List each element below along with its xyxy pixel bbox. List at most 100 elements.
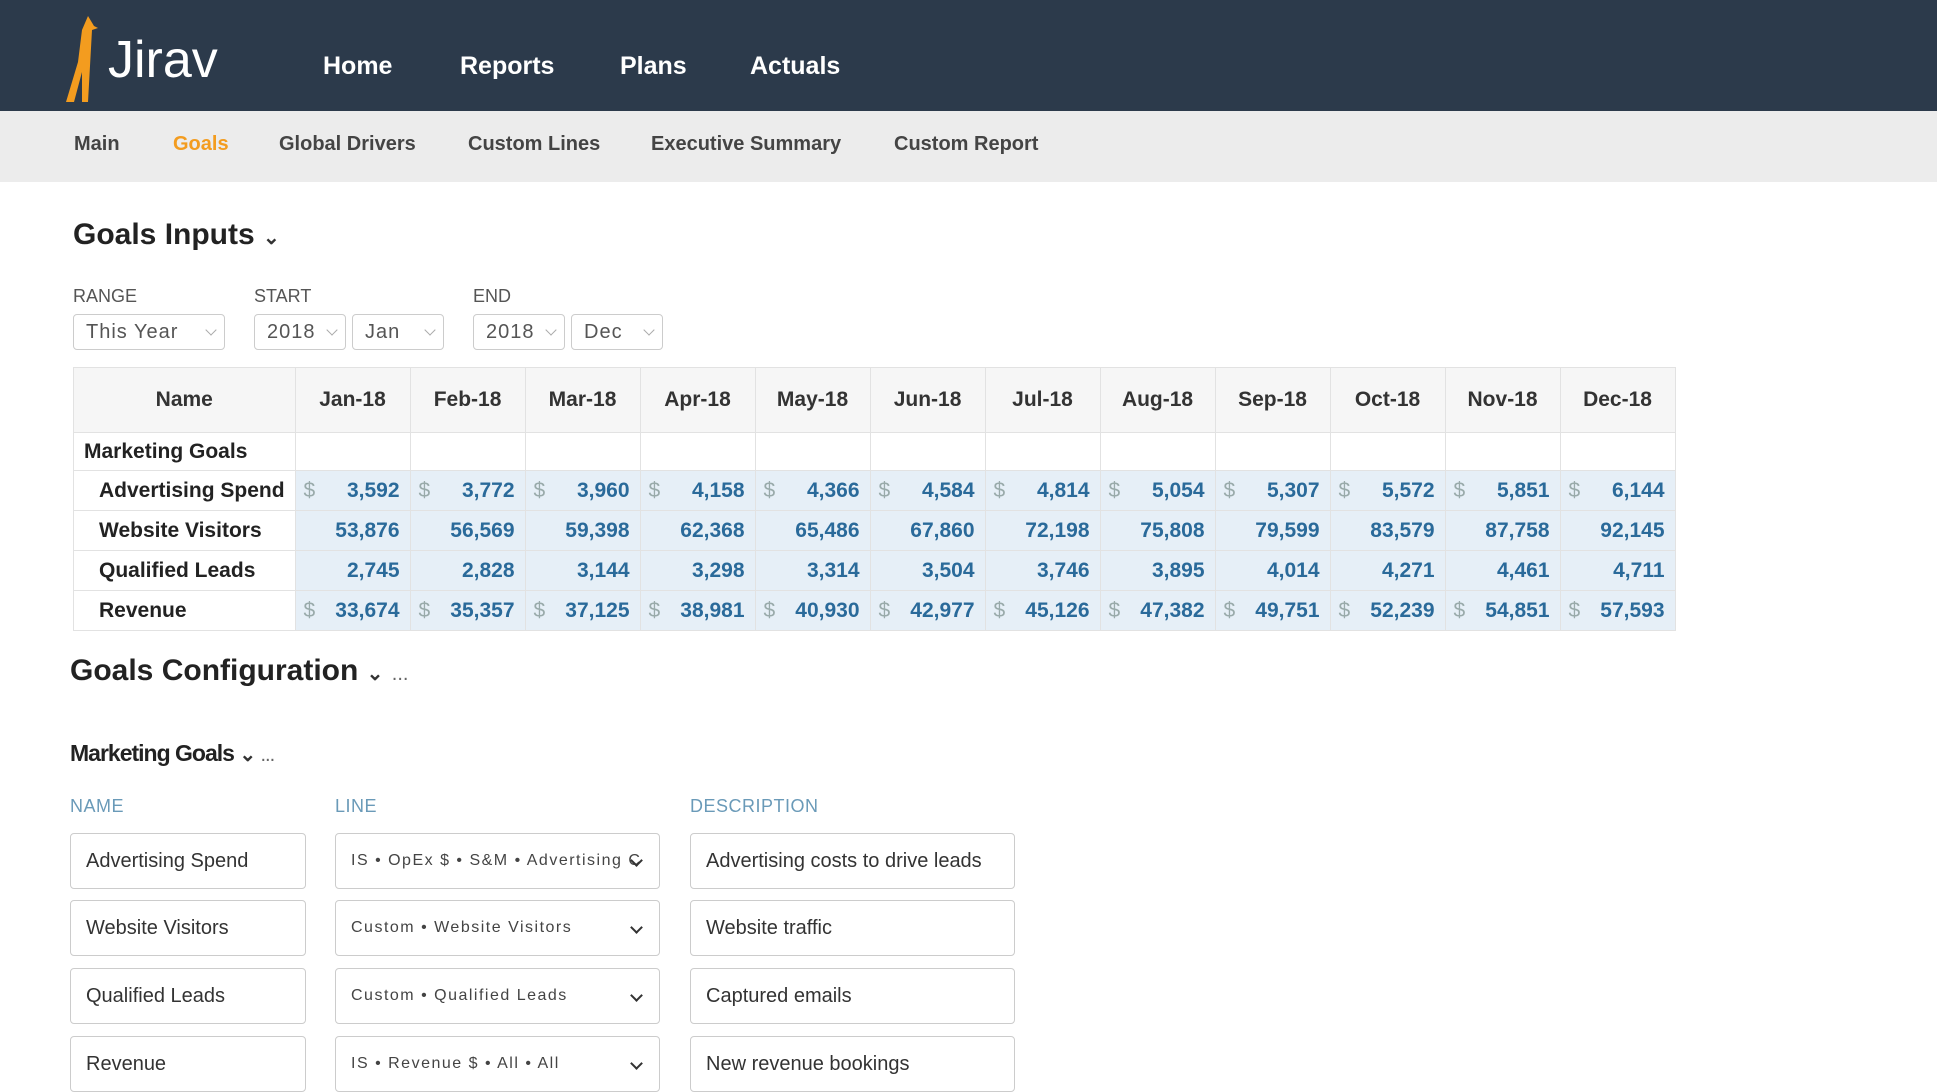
value-cell: $54,851 [1444, 590, 1561, 631]
text-input[interactable]: Website traffic [690, 900, 1015, 956]
currency: $ [1223, 598, 1236, 622]
value-cell: 53,876 [294, 510, 411, 551]
value-cell: 4,711 [1559, 550, 1676, 591]
currency: $ [1568, 478, 1581, 502]
value: 92,145 [1600, 518, 1665, 542]
value: 5,851 [1496, 478, 1550, 502]
dropdown[interactable]: This Year [73, 314, 225, 350]
value: 3,504 [921, 558, 975, 582]
value-cell: $6,144 [1559, 470, 1676, 511]
column-header: Jun-18 [869, 367, 986, 433]
title: Marketing Goals [70, 740, 235, 766]
more[interactable]: ... [391, 663, 409, 685]
value-cell: 56,569 [409, 510, 526, 551]
value: 4,711 [1613, 558, 1665, 582]
line-select[interactable]: Custom • Website Visitors [335, 900, 660, 956]
group-name: Marketing Goals [73, 432, 296, 471]
more[interactable]: ... [260, 744, 275, 766]
goals-table: Name Jan-18 Feb-18 Mar-18 Apr-18 May-18 Jun-18… [73, 367, 1676, 631]
value: 38,981 [680, 598, 745, 622]
dropdown[interactable]: 2018 [473, 314, 565, 350]
currency: $ [533, 478, 546, 502]
value-cell: 59,398 [524, 510, 641, 551]
nav-link[interactable]: Plans [620, 52, 687, 80]
group-title: Marketing Goals ⌄ ... [70, 740, 275, 766]
cell [984, 432, 1101, 471]
currency: $ [878, 478, 891, 502]
value-cell: 67,860 [869, 510, 986, 551]
nav-link[interactable]: Actuals [750, 52, 841, 80]
value-cell: $47,382 [1099, 590, 1216, 631]
value-cell: 62,368 [639, 510, 756, 551]
line-select[interactable]: IS • Revenue $ • All • All [335, 1036, 660, 1092]
nav-link[interactable]: Home [323, 52, 393, 80]
value-cell: $45,126 [984, 590, 1101, 631]
filter-label: START [254, 286, 312, 306]
cell [1559, 432, 1676, 471]
text-input[interactable]: New revenue bookings [690, 1036, 1015, 1092]
cell [1099, 432, 1216, 471]
value: 2,745 [346, 558, 400, 582]
line-select[interactable]: IS • OpEx $ • S&M • Advertising C [335, 833, 660, 889]
value: 3,746 [1036, 558, 1090, 582]
value: 3,772 [461, 478, 515, 502]
data-row: Advertising Spend $3,592 $3,772 $3,960 $4,15… [73, 470, 1676, 511]
text-input[interactable]: Advertising costs to drive leads [690, 833, 1015, 889]
sub-tab[interactable]: Custom Lines [468, 133, 601, 155]
column-label: LINE [335, 796, 378, 816]
text-input[interactable]: Qualified Leads [70, 968, 306, 1024]
row-name: Revenue [73, 590, 296, 631]
sub-tab[interactable]: Goals [173, 133, 229, 155]
value-cell: 3,746 [984, 550, 1101, 591]
value: 56,569 [450, 518, 515, 542]
value-cell: $40,930 [754, 590, 871, 631]
brand[interactable]: Jirav [108, 31, 218, 89]
value-cell: $33,674 [294, 590, 411, 631]
value: 65,486 [795, 518, 860, 542]
value-cell: $4,366 [754, 470, 871, 511]
column-header: Name [73, 367, 296, 433]
text-input[interactable]: Captured emails [690, 968, 1015, 1024]
column-header: Jul-18 [984, 367, 1101, 433]
column-header: Oct-18 [1329, 367, 1446, 433]
sub-tab[interactable]: Custom Report [894, 133, 1039, 155]
value-cell: 2,828 [409, 550, 526, 591]
text-input[interactable]: Website Visitors [70, 900, 306, 956]
text-input[interactable]: Advertising Spend [70, 833, 306, 889]
cell [1329, 432, 1446, 471]
value-cell: $38,981 [639, 590, 756, 631]
cell [524, 432, 641, 471]
cell [754, 432, 871, 471]
value: 6,144 [1611, 478, 1665, 502]
dropdown[interactable]: Jan [352, 314, 444, 350]
currency: $ [993, 598, 1006, 622]
title: Goals Configuration [70, 654, 359, 687]
value: 79,599 [1255, 518, 1320, 542]
sub-tab[interactable]: Global Drivers [279, 133, 416, 155]
value-cell: $5,851 [1444, 470, 1561, 511]
cell [639, 432, 756, 471]
nav-link[interactable]: Reports [460, 52, 555, 80]
value: 5,054 [1151, 478, 1205, 502]
sub-tab[interactable]: Main [74, 133, 120, 155]
value: 4,584 [921, 478, 975, 502]
dropdown[interactable]: Dec [571, 314, 663, 350]
data-row: Revenue $33,674 $35,357 $37,125 $38,981 $40,9… [73, 590, 1676, 631]
currency: $ [1108, 598, 1121, 622]
column-header: Jan-18 [294, 367, 411, 433]
sub-tab[interactable]: Executive Summary [651, 133, 842, 155]
value-cell: 4,461 [1444, 550, 1561, 591]
dropdown[interactable]: 2018 [254, 314, 346, 350]
currency: $ [648, 598, 661, 622]
text-input[interactable]: Revenue [70, 1036, 306, 1092]
value-cell: 65,486 [754, 510, 871, 551]
value: 3,960 [576, 478, 630, 502]
value-cell: 4,014 [1214, 550, 1331, 591]
value-cell: $3,592 [294, 470, 411, 511]
value-cell: $4,814 [984, 470, 1101, 511]
line-select[interactable]: Custom • Qualified Leads [335, 968, 660, 1024]
filter-label: END [473, 286, 512, 306]
value-cell: 3,314 [754, 550, 871, 591]
data-row: Website Visitors 53,876 56,569 59,398 62,368… [73, 510, 1676, 551]
currency: $ [303, 478, 316, 502]
